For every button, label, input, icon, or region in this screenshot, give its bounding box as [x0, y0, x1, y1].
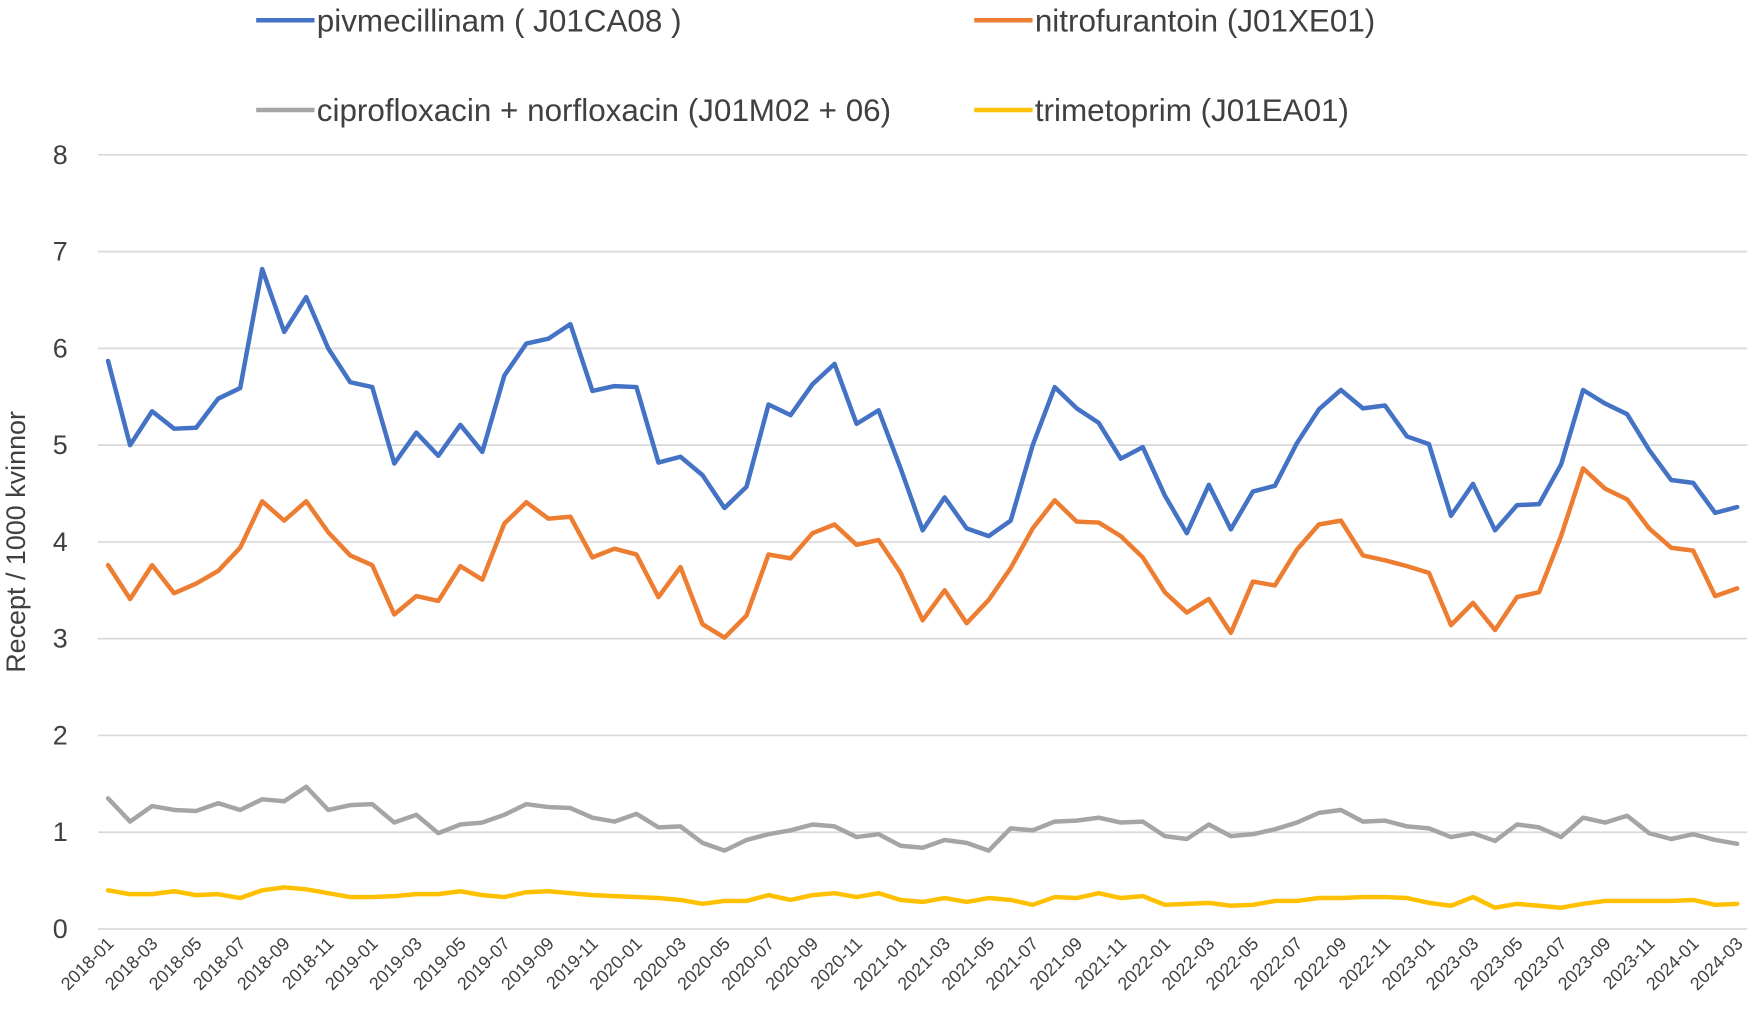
series-line: [105, 885, 1740, 910]
legend-label: trimetoprim (J01EA01): [1035, 93, 1349, 128]
y-tick-label: 2: [53, 720, 68, 750]
y-tick-label: 6: [53, 333, 68, 363]
y-tick-label: 8: [53, 140, 68, 170]
y-tick-label: 0: [53, 914, 68, 944]
series-line: [105, 784, 1740, 853]
legend-label: nitrofurantoin (J01XE01): [1035, 3, 1375, 38]
y-tick-label: 7: [53, 237, 68, 267]
legend-label: pivmecillinam ( J01CA08 ): [317, 3, 682, 38]
y-axis-label: Recept / 1000 kvinnor: [1, 411, 31, 673]
series-line: [105, 466, 1740, 640]
y-tick-label: 5: [53, 430, 68, 460]
y-tick-label: 4: [53, 527, 68, 557]
y-tick-label: 3: [53, 624, 68, 654]
series-line: [105, 266, 1740, 539]
legend-label: ciprofloxacin + norfloxacin (J01M02 + 06…: [317, 93, 891, 128]
y-tick-label: 1: [53, 817, 68, 847]
